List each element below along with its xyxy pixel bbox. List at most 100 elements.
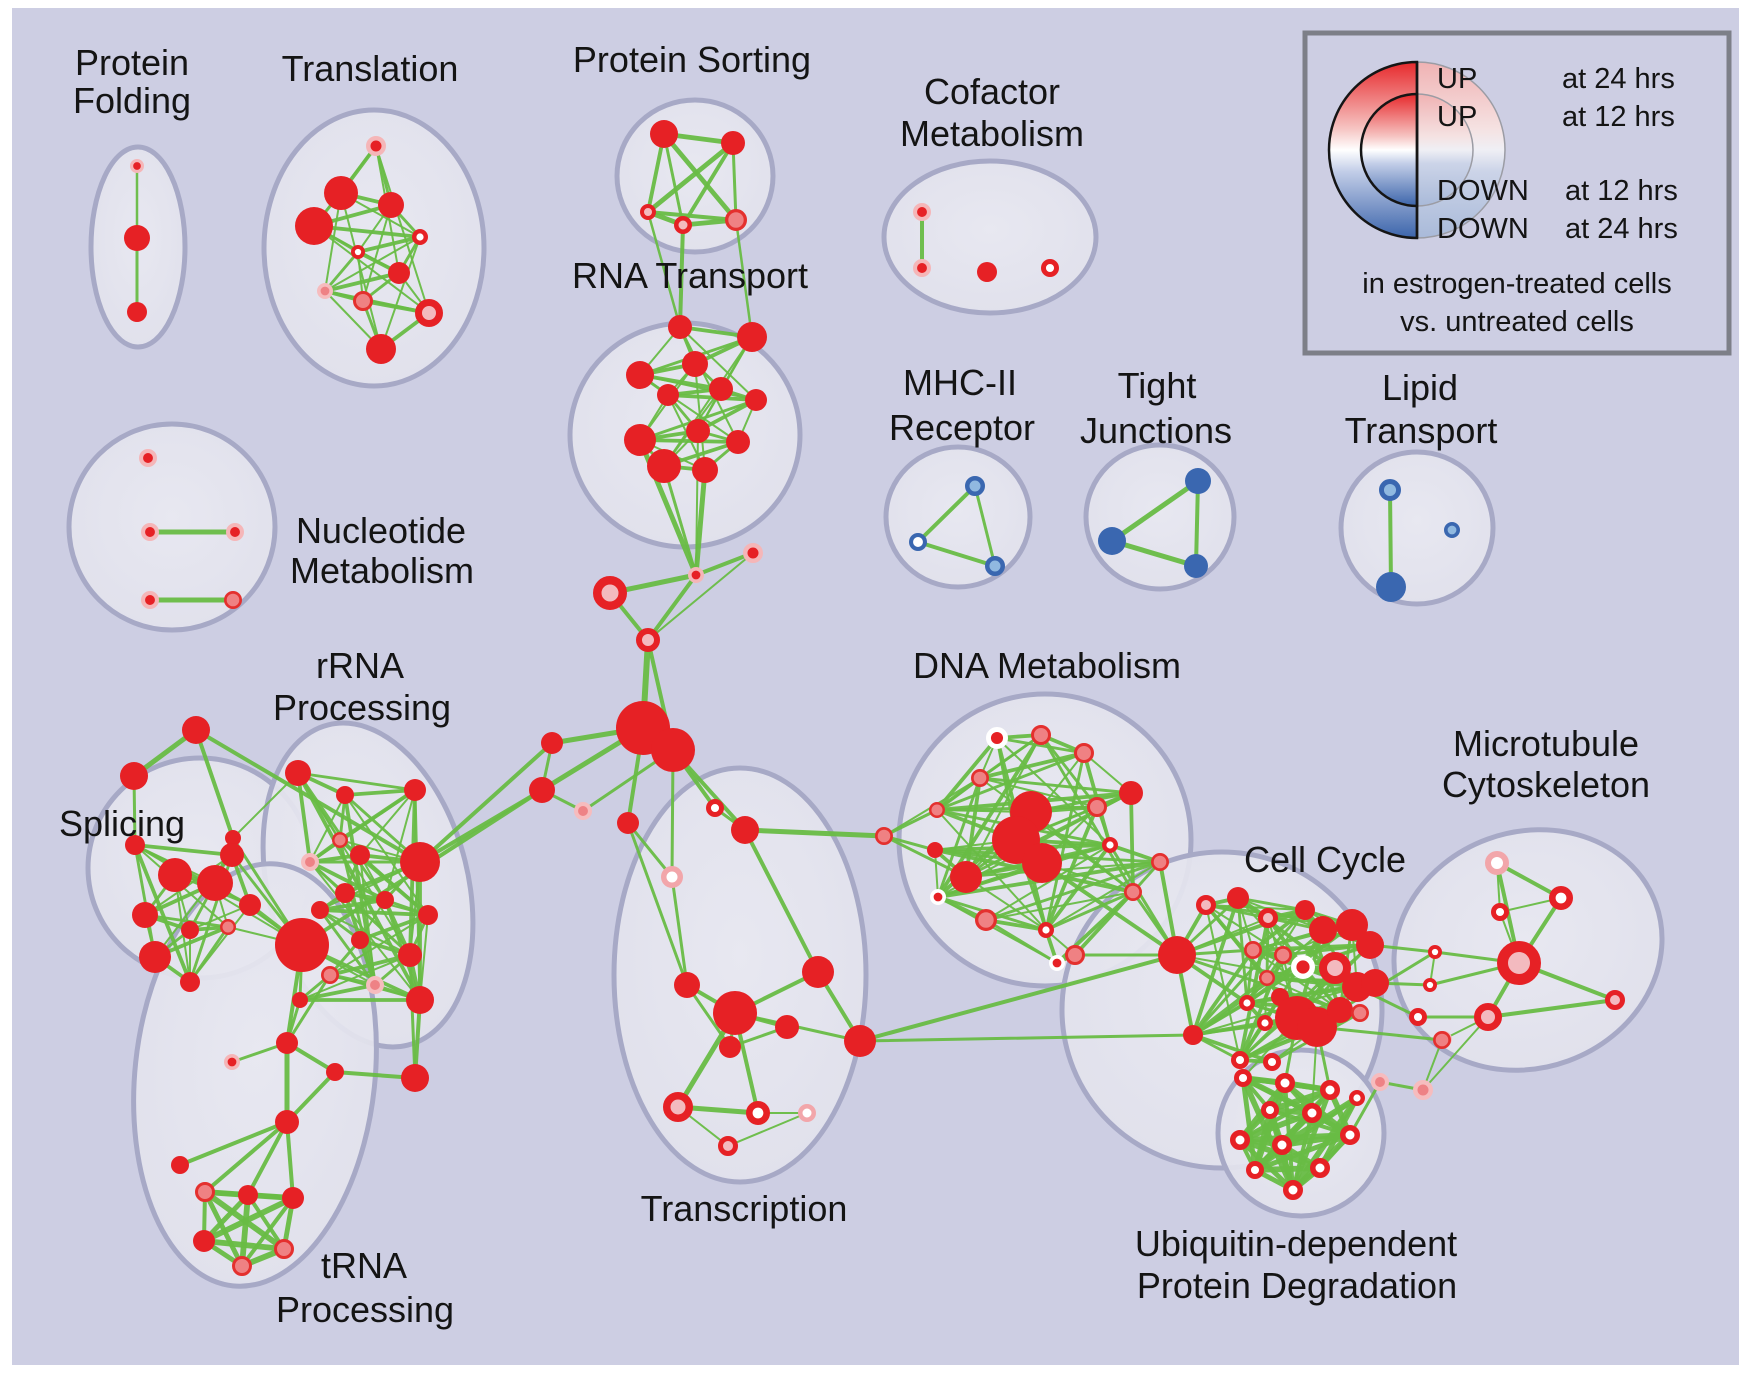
legend-caption-0: in estrogen-treated cells [1362, 268, 1672, 300]
cluster-label-mhc-ii-receptor-line-0: MHC-II [903, 362, 1017, 403]
edge [1073, 890, 1135, 957]
node-tj1 [1185, 468, 1211, 494]
edge [194, 728, 235, 840]
edge [313, 225, 430, 314]
edge [1191, 1033, 1274, 1064]
edge [639, 374, 757, 401]
cluster-label-rrna-processing-line-1: Processing [273, 687, 451, 728]
cluster-label-protein-folding-line-0: Protein [75, 42, 189, 83]
edge [646, 210, 682, 329]
node-sp1 [158, 858, 192, 892]
node-u12 [1348, 1089, 1365, 1106]
node-d12 [927, 842, 943, 858]
edge [203, 1120, 289, 1194]
node-sp10 [239, 894, 261, 916]
legend-row-time-0: at 24 hrs [1562, 63, 1675, 95]
node-sp6 [139, 941, 171, 973]
edge [419, 914, 429, 1001]
node-ps2 [721, 131, 745, 155]
node-k2 [529, 777, 555, 803]
node-layer [120, 120, 1625, 1276]
edge [239, 1192, 251, 1269]
node-d2 [1031, 725, 1051, 745]
cluster-label-ubiquitin-degradation-line-0: Ubiquitin-dependent [1135, 1223, 1457, 1264]
node-m2 [909, 533, 928, 552]
cluster-label-cell-cycle-line-0: Cell Cycle [1244, 839, 1406, 880]
node-q4 [193, 1230, 215, 1252]
node-mt2 [1549, 885, 1574, 910]
node-tc1 [674, 972, 700, 998]
node-d13 [1101, 837, 1118, 854]
edge [1281, 943, 1372, 957]
node-mt7 [1474, 1003, 1502, 1031]
node-H6 [651, 728, 695, 772]
edge [743, 828, 820, 974]
edge [201, 1238, 287, 1252]
edge [232, 772, 299, 839]
node-cf2 [913, 258, 932, 277]
edge [639, 374, 739, 443]
node-tc5 [719, 1036, 741, 1058]
node-cc0 [1158, 936, 1196, 974]
node-tcA [705, 798, 724, 817]
node-d19 [1123, 882, 1142, 901]
node-h1 [687, 566, 704, 583]
node-cc11 [1319, 952, 1351, 984]
node-r15 [365, 976, 384, 995]
cluster-label-rna-transport-line-0: RNA Transport [572, 255, 808, 296]
edge [358, 913, 430, 942]
node-cf3 [977, 262, 997, 282]
edge [679, 326, 739, 443]
edge [647, 552, 754, 641]
node-r14 [321, 965, 340, 984]
node-k1 [541, 732, 563, 754]
node-d17 [1037, 922, 1054, 939]
node-n5 [224, 590, 243, 609]
edge [298, 983, 377, 1002]
node-rt3 [682, 351, 708, 377]
node-cc23 [1262, 1052, 1281, 1071]
node-sp5 [220, 919, 236, 935]
node-t6 [350, 245, 365, 260]
edge [978, 776, 1133, 795]
cluster-label-rrna-processing-line-0: rRNA [316, 645, 404, 686]
node-q9 [326, 1063, 344, 1081]
node-d5 [929, 802, 945, 818]
cluster-label-protein-folding-line-1: Folding [73, 80, 191, 121]
node-b1 [1428, 944, 1443, 959]
node-t8 [316, 282, 333, 299]
node-cc13 [1361, 969, 1389, 997]
node-cf1 [913, 202, 932, 221]
cluster-label-microtubule-cytoskeleton-line-0: Microtubule [1453, 723, 1639, 764]
node-cc10 [1290, 955, 1315, 980]
cluster-label-cofactor-metabolism-line-1: Metabolism [900, 113, 1084, 154]
edge [1253, 1096, 1359, 1172]
node-rt6 [657, 384, 679, 406]
node-h3 [593, 576, 627, 610]
cluster-label-nucleotide-metabolism-line-1: Metabolism [290, 550, 474, 591]
node-r8 [335, 883, 355, 903]
node-r12 [351, 931, 369, 949]
edge [936, 776, 982, 899]
edge [189, 904, 251, 983]
edge [178, 1120, 289, 1167]
node-r2 [336, 786, 354, 804]
cluster-tight-junctions [1083, 442, 1237, 592]
node-n2 [140, 523, 159, 542]
edge [1191, 896, 1240, 1037]
edge [727, 1112, 808, 1147]
node-r6 [350, 845, 370, 865]
node-x2 [120, 762, 148, 790]
cluster-label-dna-metabolism-line-0: DNA Metabolism [913, 645, 1181, 686]
node-rt2 [737, 322, 767, 352]
node-pf3 [127, 302, 147, 322]
node-w1 [874, 826, 893, 845]
cluster-label-cofactor-metabolism-line-0: Cofactor [924, 71, 1060, 112]
node-d7 [1087, 797, 1107, 817]
edge [408, 953, 417, 1080]
edge [626, 821, 689, 987]
edge [1205, 904, 1241, 1061]
edge [916, 484, 977, 544]
node-b2 [1423, 977, 1438, 992]
node-r3 [404, 779, 426, 801]
